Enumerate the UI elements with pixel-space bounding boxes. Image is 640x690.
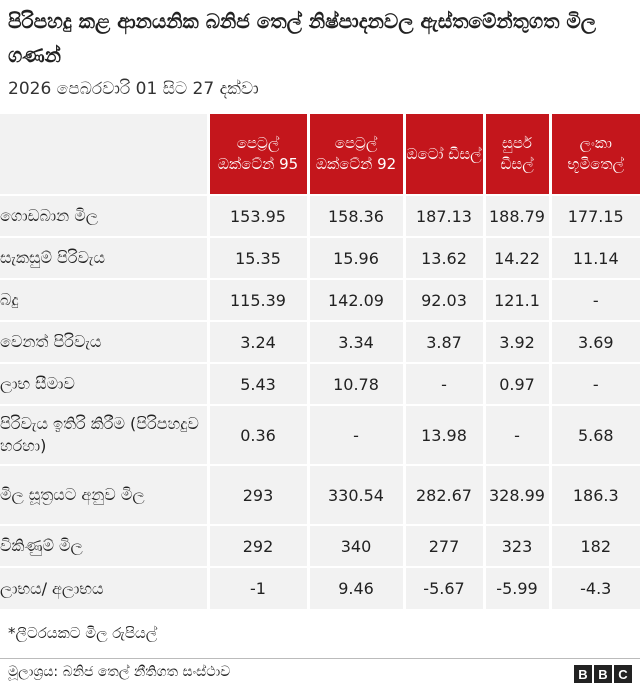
table-cell: 323 bbox=[484, 524, 552, 567]
table-corner bbox=[0, 114, 210, 195]
table-cell: -5.67 bbox=[404, 566, 486, 609]
table-cell: -4.3 bbox=[550, 566, 640, 609]
table-cell: 15.35 bbox=[208, 236, 310, 279]
table-cell: 115.39 bbox=[208, 278, 310, 321]
row-label: ලාභ සීමාව bbox=[0, 362, 210, 405]
table-row: වෙනත් පිරිවැය 3.24 3.34 3.87 3.92 3.69 bbox=[0, 320, 640, 363]
table-cell: 3.69 bbox=[550, 320, 640, 363]
row-label: මිල සූත්‍රයට අනුව මිල bbox=[0, 464, 210, 525]
table-cell: -5.99 bbox=[484, 566, 552, 609]
table-cell: 293 bbox=[208, 464, 310, 525]
column-header: ලංකා භූමිතෙල් bbox=[550, 114, 640, 195]
row-label: බදු bbox=[0, 278, 210, 321]
table-cell: 3.34 bbox=[308, 320, 406, 363]
logo-letter: C bbox=[614, 665, 632, 683]
table-cell: 3.87 bbox=[404, 320, 486, 363]
table-cell: 11.14 bbox=[550, 236, 640, 279]
table-cell: - bbox=[550, 362, 640, 405]
table-cell: 187.13 bbox=[404, 194, 486, 237]
table-row: ගොඩබාන මිල 153.95 158.36 187.13 188.79 177.15 bbox=[0, 194, 640, 237]
table-cell: - bbox=[550, 278, 640, 321]
table-cell: 292 bbox=[208, 524, 310, 567]
source-note: මූලාශ්‍රය: බනිජ තෙල් නීතිගත සංස්ථාව bbox=[8, 664, 231, 680]
table-cell: 182 bbox=[550, 524, 640, 567]
table-cell: 14.22 bbox=[484, 236, 552, 279]
table-cell: 3.24 bbox=[208, 320, 310, 363]
table-cell: 121.1 bbox=[484, 278, 552, 321]
row-label: සැකසුම් පිරිවැය bbox=[0, 236, 210, 279]
table-cell: 0.36 bbox=[208, 404, 310, 465]
table-cell: 188.79 bbox=[484, 194, 552, 237]
table-cell: 13.62 bbox=[404, 236, 486, 279]
row-label: පිරිවැය ඉතිරි කිරීම (පිරිපහදුව හරහා) bbox=[0, 404, 210, 465]
table-cell: 330.54 bbox=[308, 464, 406, 525]
table-cell: 328.99 bbox=[484, 464, 552, 525]
table-cell: - bbox=[404, 362, 486, 405]
table-cell: 282.67 bbox=[404, 464, 486, 525]
price-table: පෙට්‍රල් ඔක්ටේන් 95 පෙට්‍රල් ඔක්ටේන් 92 ඔට… bbox=[0, 114, 640, 609]
table-row: ලාභය/ අලාභය -1 9.46 -5.67 -5.99 -4.3 bbox=[0, 566, 640, 609]
table-row: විකිණුම් මිල 292 340 277 323 182 bbox=[0, 524, 640, 567]
column-header: සුපර් ඩීසල් bbox=[484, 114, 552, 195]
table-cell: 340 bbox=[308, 524, 406, 567]
table-cell: 142.09 bbox=[308, 278, 406, 321]
table-cell: 5.68 bbox=[550, 404, 640, 465]
logo-letter: B bbox=[574, 665, 592, 683]
table-cell: 3.92 bbox=[484, 320, 552, 363]
table-row: සැකසුම් පිරිවැය 15.35 15.96 13.62 14.22 11.14 bbox=[0, 236, 640, 279]
table-cell: 0.97 bbox=[484, 362, 552, 405]
table-cell: -1 bbox=[208, 566, 310, 609]
table-cell: 5.43 bbox=[208, 362, 310, 405]
chart-title: පිරිපහදු කළ ආනයනික බනිජ තෙල් නිෂ්පාදනවල … bbox=[8, 9, 597, 67]
table-cell: 15.96 bbox=[308, 236, 406, 279]
table-cell: 277 bbox=[404, 524, 486, 567]
bbc-logo: B B C bbox=[574, 665, 632, 683]
table-row: බදු 115.39 142.09 92.03 121.1- bbox=[0, 278, 640, 321]
table-body: ගොඩබාන මිල 153.95 158.36 187.13 188.79 177.15… bbox=[0, 194, 640, 609]
chart-subtitle: 2026 පෙබරවාරි 01 සිට 27 දක්වා bbox=[8, 79, 259, 99]
row-label: ගොඩබාන මිල bbox=[0, 194, 210, 237]
table-cell: 158.36 bbox=[308, 194, 406, 237]
footnote: *ලීටරයකට මිල රුපියල් bbox=[8, 624, 158, 642]
table-cell: 153.95 bbox=[208, 194, 310, 237]
table-cell: - bbox=[308, 404, 406, 465]
column-header: ඔටෝ ඩීසල් bbox=[404, 114, 486, 195]
column-header: පෙට්‍රල් ඔක්ටේන් 95 bbox=[208, 114, 310, 195]
table-row: මිල සූත්‍රයට අනුව මිල 293 330.54 282.67 328.… bbox=[0, 464, 640, 525]
row-label: විකිණුම් මිල bbox=[0, 524, 210, 567]
row-label: වෙනත් පිරිවැය bbox=[0, 320, 210, 363]
table-cell: - bbox=[484, 404, 552, 465]
table-cell: 186.3 bbox=[550, 464, 640, 525]
footer-divider bbox=[0, 658, 640, 659]
row-label: ලාභය/ අලාභය bbox=[0, 566, 210, 609]
table-cell: 92.03 bbox=[404, 278, 486, 321]
table-cell: 9.46 bbox=[308, 566, 406, 609]
table-cell: 13.98 bbox=[404, 404, 486, 465]
table-row: පිරිවැය ඉතිරි කිරීම (පිරිපහදුව හරහා) 0.36… bbox=[0, 404, 640, 465]
table-row: ලාභ සීමාව 5.43 10.78-0.97- bbox=[0, 362, 640, 405]
column-header: පෙට්‍රල් ඔක්ටේන් 92 bbox=[308, 114, 406, 195]
table-cell: 10.78 bbox=[308, 362, 406, 405]
logo-letter: B bbox=[594, 665, 612, 683]
table-cell: 177.15 bbox=[550, 194, 640, 237]
table-header-row: පෙට්‍රල් ඔක්ටේන් 95 පෙට්‍රල් ඔක්ටේන් 92 ඔට… bbox=[0, 114, 640, 195]
